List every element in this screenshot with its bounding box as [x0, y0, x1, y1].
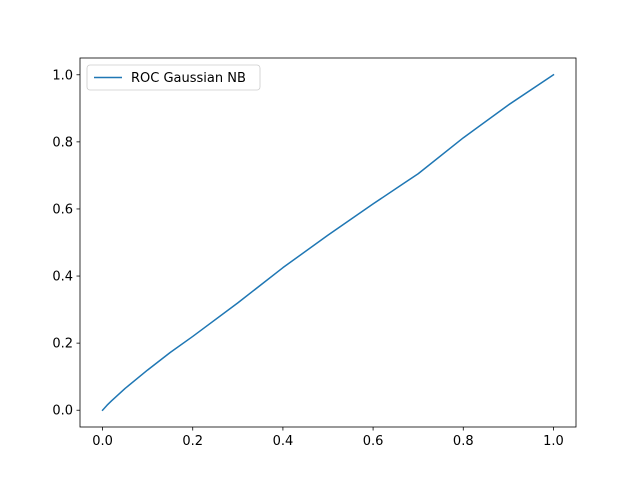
legend: ROC Gaussian NB [86, 64, 261, 91]
y-tick-label: 1.0 [52, 68, 73, 83]
y-tick-label: 0.8 [52, 135, 73, 150]
x-tick-label: 0.6 [363, 434, 384, 449]
x-tick-label: 0.0 [92, 434, 113, 449]
y-tick-label: 0.4 [52, 270, 73, 285]
axes-layer: 0.0 0.2 0.4 0.6 0.8 1.0 0.0 0.2 0.4 0.6 0.8 1.0 [52, 57, 577, 449]
legend-label: ROC Gaussian NB [131, 71, 246, 86]
y-tick-label: 0.2 [52, 337, 73, 352]
axes-frame [79, 57, 577, 428]
legend-box [86, 64, 261, 91]
x-tick-label: 0.2 [182, 434, 203, 449]
x-tick-label: 0.8 [453, 434, 474, 449]
x-tick-label: 1.0 [543, 434, 564, 449]
y-tick-label: 0.6 [52, 202, 73, 217]
plot-layer [101, 73, 555, 412]
x-tick-label: 0.4 [273, 434, 294, 449]
series-line-0 [101, 73, 555, 412]
y-tick-label: 0.0 [52, 404, 73, 419]
